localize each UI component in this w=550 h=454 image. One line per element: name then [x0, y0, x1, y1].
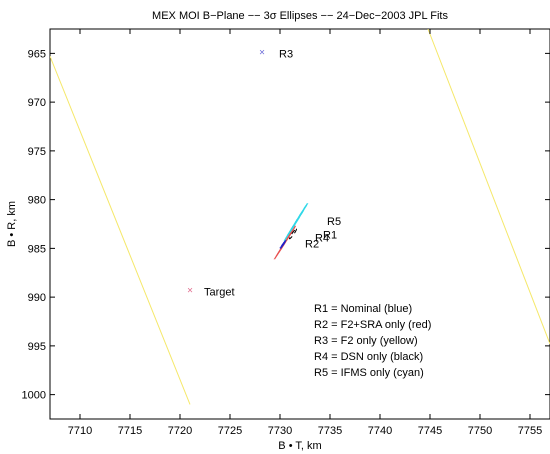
series-line-r3-0: [50, 56, 191, 405]
series-layer: ××: [50, 29, 550, 405]
annotation-r5-2: R5: [327, 216, 341, 228]
x-tick-label-7755: 7755: [518, 425, 542, 437]
x-axis-label: B • T, km: [278, 440, 321, 452]
marker-target: ×: [187, 285, 193, 296]
series-line-r3-1: [427, 29, 550, 345]
y-tick-label-995: 995: [28, 341, 46, 353]
ellipse-r2-2: [273, 225, 296, 260]
legend-text-r2: R2 = F2+SRA only (red): [314, 319, 431, 331]
y-tick-label-970: 970: [28, 97, 46, 109]
x-tick-label-7740: 7740: [368, 425, 392, 437]
ticks-layer: 7710 7715 7720 7725 7730 7735 7740 7745 7750 7755…: [22, 29, 550, 437]
annotation-r1-3: R1: [323, 230, 337, 242]
annotation-target-1: Target: [204, 286, 235, 298]
ellipse-r1-4: [279, 240, 287, 249]
x-tick-label-7745: 7745: [418, 425, 442, 437]
y-axis-label: B • R, km: [6, 201, 18, 247]
annotation-r4-4: R4: [315, 233, 329, 245]
x-tick-label-7710: 7710: [68, 425, 92, 437]
y-tick-label-980: 980: [28, 195, 46, 207]
y-tick-label-990: 990: [28, 292, 46, 304]
x-tick-label-7715: 7715: [118, 425, 142, 437]
chart-title: MEX MOI B−Plane −− 3σ Ellipses −− 24−Dec…: [152, 10, 448, 22]
x-tick-label-7730: 7730: [268, 425, 292, 437]
ellipse-r4-3: [289, 228, 297, 240]
legend-text-r5: R5 = IFMS only (cyan): [314, 367, 424, 379]
ellipse-r5-1: [284, 203, 308, 241]
legend-text-r1: R1 = Nominal (blue): [314, 303, 412, 315]
y-tick-label-985: 985: [28, 243, 46, 255]
x-tick-label-7735: 7735: [318, 425, 342, 437]
x-tick-label-7750: 7750: [468, 425, 492, 437]
annotation-r3-0: R3: [279, 48, 293, 60]
y-tick-label-965: 965: [28, 48, 46, 60]
legend-text-r4: R4 = DSN only (black): [314, 351, 423, 363]
annotation-r2-5: R2: [305, 239, 319, 251]
x-tick-label-7725: 7725: [218, 425, 242, 437]
x-tick-label-7720: 7720: [168, 425, 192, 437]
marker-r3: ×: [259, 47, 265, 58]
legend-text-block: R1 = Nominal (blue) R2 = F2+SRA only (re…: [314, 303, 431, 379]
y-tick-label-975: 975: [28, 146, 46, 158]
y-tick-label-1000: 1000: [22, 390, 46, 402]
plot-area: [49, 28, 550, 420]
legend-text-r3: R3 = F2 only (yellow): [314, 335, 418, 347]
